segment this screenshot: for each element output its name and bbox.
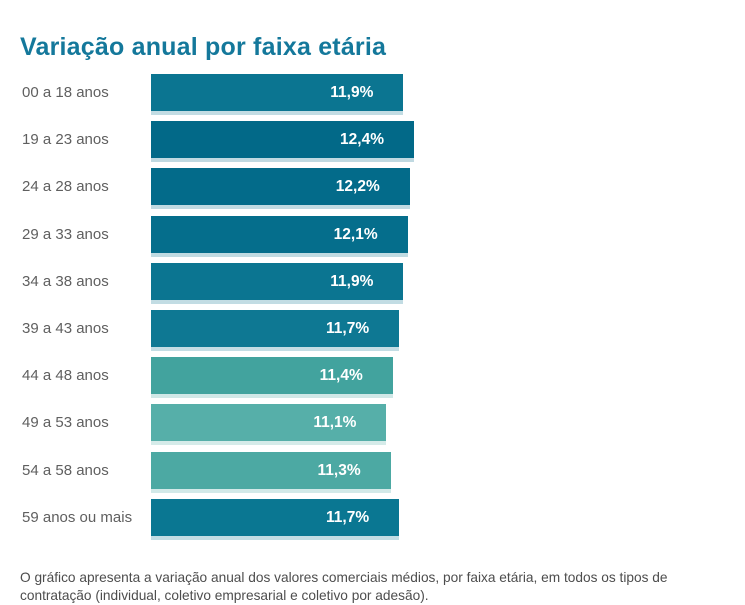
bar: 11,9%	[151, 262, 404, 304]
category-label: 39 a 43 anos	[22, 319, 109, 337]
value-label: 12,1%	[333, 225, 378, 243]
bar-strip	[151, 252, 408, 257]
value-label: 11,7%	[326, 319, 370, 337]
chart-row: 44 a 48 anos 11,4%	[0, 357, 745, 399]
bar-strip	[151, 441, 387, 446]
chart-row: 59 anos ou mais 11,7%	[0, 498, 745, 540]
chart-row: 19 a 23 anos 12,4%	[0, 121, 745, 163]
bar-chart: 00 a 18 anos 11,9% 19 a 23 anos 12,4% 24…	[0, 74, 745, 546]
category-label: 29 a 33 anos	[22, 225, 109, 243]
chart-row: 39 a 43 anos 11,7%	[0, 309, 745, 351]
bar-strip	[151, 346, 400, 351]
chart-row: 24 a 28 anos 12,2%	[0, 168, 745, 210]
category-label: 49 a 53 anos	[22, 414, 109, 432]
page-title: Variação anual por faixa etária	[20, 32, 387, 61]
bar: 11,3%	[151, 451, 391, 493]
value-label: 11,1%	[313, 414, 357, 432]
category-label: 00 a 18 anos	[22, 84, 109, 101]
category-label: 19 a 23 anos	[22, 131, 109, 149]
bar: 12,2%	[151, 168, 410, 210]
chart-row: 34 a 38 anos 11,9%	[0, 262, 745, 304]
bar: 11,7%	[151, 309, 400, 351]
bar: 11,7%	[151, 498, 400, 540]
category-label: 24 a 28 anos	[22, 178, 109, 196]
value-label: 12,2%	[335, 178, 380, 196]
bar: 11,1%	[151, 404, 387, 446]
bar-strip	[151, 535, 400, 540]
value-label: 11,4%	[319, 367, 363, 385]
bar-strip	[151, 394, 393, 399]
bar-strip	[151, 488, 391, 493]
chart-footer: O gráfico apresenta a variação anual dos…	[20, 569, 668, 603]
category-label: 54 a 58 anos	[22, 461, 109, 479]
bar-strip	[151, 158, 414, 163]
chart-row: 29 a 33 anos 12,1%	[0, 215, 745, 257]
bar: 11,4%	[151, 357, 393, 399]
bar-strip	[151, 299, 404, 304]
bar-strip	[151, 205, 410, 210]
chart-row: 00 a 18 anos 11,9%	[0, 74, 745, 115]
category-label: 59 anos ou mais	[22, 508, 133, 526]
bar: 12,4%	[151, 121, 414, 163]
category-label: 44 a 48 anos	[22, 367, 109, 385]
value-label: 11,9%	[330, 84, 374, 101]
value-label: 11,3%	[317, 461, 361, 479]
value-label: 12,4%	[340, 131, 384, 149]
value-label: 11,7%	[326, 508, 370, 526]
chart-row: 49 a 53 anos 11,1%	[0, 404, 745, 446]
value-label: 11,9%	[330, 272, 374, 290]
bar: 11,9%	[151, 74, 404, 115]
category-label: 34 a 38 anos	[22, 272, 109, 290]
bar-strip	[151, 111, 404, 115]
bar: 12,1%	[151, 215, 408, 257]
chart-row: 54 a 58 anos 11,3%	[0, 451, 745, 493]
